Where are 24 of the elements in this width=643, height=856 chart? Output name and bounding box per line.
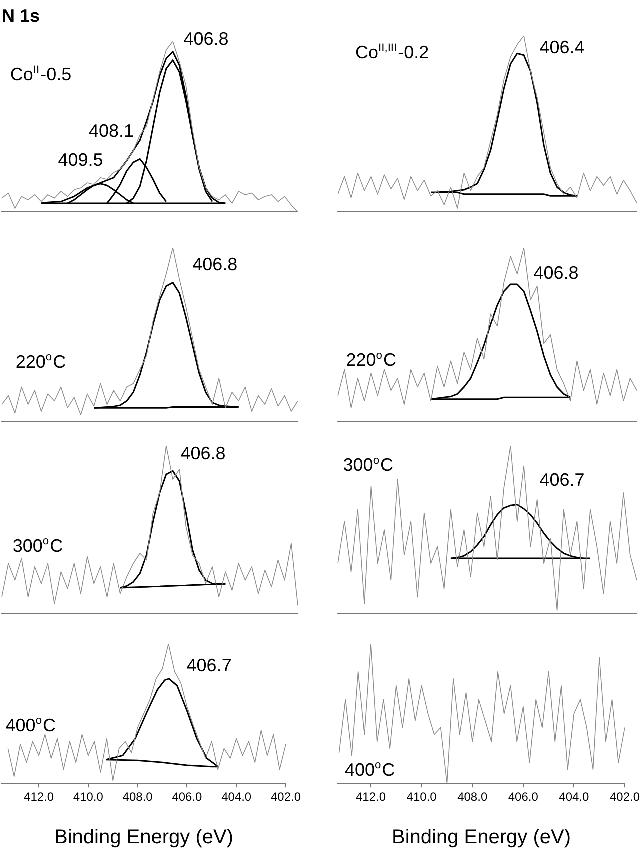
chart-title: N 1s [2, 6, 40, 26]
x-axis-title: Binding Energy (eV) [54, 826, 234, 849]
annotation: 406.4 [540, 37, 585, 58]
x-tick-label: 410.0 [406, 790, 438, 804]
annotation: 406.7 [186, 655, 232, 676]
annotation: 409.5 [58, 150, 104, 170]
annotation: 406.7 [540, 470, 585, 490]
x-tick-label: 408.0 [458, 790, 488, 804]
x-tick-label: 404.0 [559, 790, 590, 804]
annotation: 406.8 [534, 263, 579, 284]
x-axis-title: Binding Energy (eV) [392, 826, 571, 849]
x-tick-label: 402.0 [270, 790, 302, 804]
x-tick-label: 412.0 [24, 790, 54, 804]
x-tick-label: 404.0 [222, 790, 252, 804]
annotation: 408.1 [89, 120, 134, 141]
x-tick-label: 410.0 [73, 790, 104, 804]
x-tick-label: 402.0 [610, 790, 640, 804]
x-tick-label: 408.0 [122, 790, 154, 804]
x-tick-label: 406.0 [508, 790, 539, 804]
x-tick-label: 406.0 [172, 790, 203, 804]
x-tick-label: 412.0 [356, 790, 386, 804]
annotation: 406.8 [180, 443, 226, 464]
annotation: 406.8 [184, 28, 229, 49]
annotation: 406.8 [192, 254, 238, 274]
